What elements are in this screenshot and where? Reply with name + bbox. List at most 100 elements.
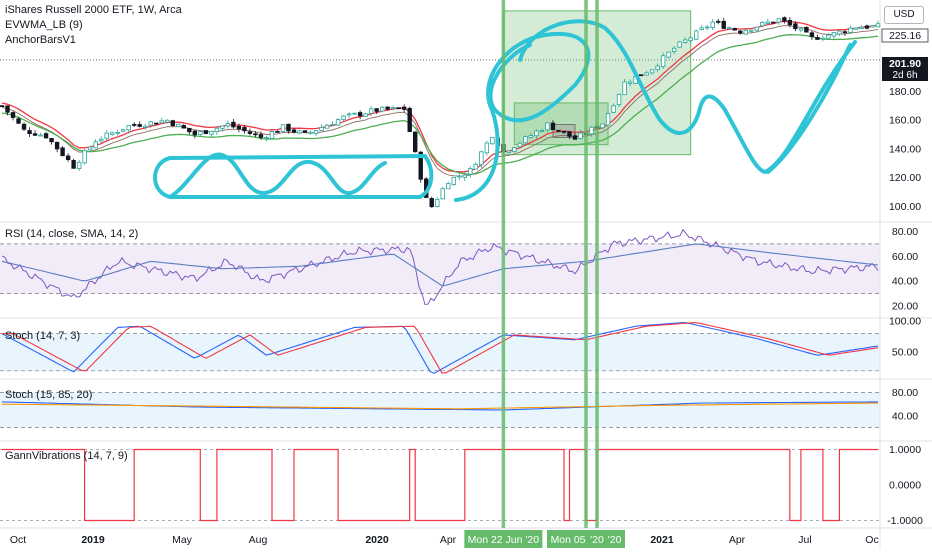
candle (864, 25, 870, 29)
gann-label: GannVibrations (14, 7, 9) (5, 450, 128, 462)
candle (484, 142, 490, 154)
time-axis[interactable]: Oct 2019 May Aug 2020 Apr 2021 Apr Jul Oc Mon 22 J… (10, 530, 879, 548)
date-tag-bg (586, 530, 609, 548)
price-tags: 225.16 201.90 2d 6h (881, 28, 929, 81)
candle (539, 129, 545, 132)
time-axis-tick: Oct (10, 534, 26, 546)
candle (446, 183, 451, 190)
overlay-evwma[interactable]: EVWMA_LB (9) (5, 19, 83, 31)
indicator-labels: RSI (14, close, SMA, 14, 2) Stoch (14, 7… (5, 228, 138, 462)
candle (109, 132, 115, 135)
candle (407, 107, 412, 133)
candle (440, 188, 445, 200)
candle (727, 27, 732, 30)
candle (699, 27, 704, 30)
candle (385, 106, 390, 110)
stoch-fast-label: Stoch (14, 7, 3) (5, 330, 80, 342)
ema-lines (1, 20, 879, 177)
candle (269, 131, 275, 139)
indicator-axis-tick: 80.00 (892, 226, 918, 238)
price-axis-tick: 160.00 (889, 115, 921, 127)
candle (776, 18, 782, 23)
ema-red-line (1, 20, 879, 173)
panel-backgrounds (0, 243, 880, 521)
overlay-anchorbars[interactable]: AnchorBarsV1 (5, 34, 76, 46)
candle (666, 51, 671, 58)
candle (115, 131, 120, 134)
candle (545, 122, 550, 131)
candle (71, 159, 76, 169)
candle (638, 74, 644, 77)
candle (468, 168, 473, 175)
candle (413, 131, 418, 153)
candle (815, 36, 820, 40)
candle (198, 131, 203, 135)
candle (368, 108, 374, 114)
chart-legend: iShares Russell 2000 ETF, 1W, Arca EVWMA… (5, 3, 182, 48)
candle (0, 105, 5, 108)
candle (534, 130, 539, 137)
candle (655, 65, 660, 71)
candle (875, 23, 881, 28)
indicator-axis-tick: 1.0000 (889, 444, 921, 456)
time-axis-tick: 2019 (81, 534, 105, 546)
crosshair-price-tag-bg (882, 57, 928, 81)
candle (93, 141, 98, 149)
freehand-drawings[interactable] (153, 19, 857, 202)
countdown-tag: 2d 6h (892, 70, 917, 81)
candle (616, 93, 622, 105)
freehand-hook-right[interactable] (766, 43, 852, 174)
current-price-tag-bg (881, 28, 929, 43)
candle (771, 21, 776, 24)
candle (16, 118, 21, 124)
vertical-marker-lines[interactable] (501, 0, 599, 528)
candle (126, 125, 131, 131)
indicator-axis-tick: 100.00 (889, 316, 921, 328)
candle (716, 20, 721, 23)
candle (732, 28, 737, 31)
candle (721, 20, 726, 29)
candle (506, 150, 512, 154)
indicator-axis-tick: 40.00 (892, 276, 918, 288)
candle (418, 151, 423, 180)
candle (578, 132, 583, 139)
candle (21, 123, 27, 130)
candle (390, 106, 396, 109)
candle (512, 147, 517, 152)
indicator-band (0, 333, 880, 371)
freehand-oval[interactable] (153, 154, 434, 199)
time-axis-tick: 2020 (365, 534, 389, 546)
candle (176, 123, 181, 128)
candle (297, 130, 302, 134)
candle (688, 37, 693, 41)
time-axis-tick: Jul (798, 534, 811, 546)
freehand-loop-left[interactable] (454, 31, 591, 202)
candle (187, 127, 192, 133)
freehand-wave[interactable] (168, 152, 387, 199)
candle (804, 26, 809, 33)
indicator-axis-tick: 60.00 (892, 251, 918, 263)
candle (286, 123, 291, 132)
candle (738, 30, 743, 34)
candle (65, 155, 71, 160)
candle (291, 129, 297, 133)
candle (660, 55, 666, 68)
date-tag-bg (464, 530, 543, 548)
candle (104, 132, 109, 139)
indicator-axis-tick: 40.00 (892, 410, 918, 422)
candle (435, 198, 440, 208)
candle (330, 123, 335, 126)
current-price-tag: 225.16 (889, 30, 921, 42)
candle (280, 124, 286, 132)
candle (308, 131, 313, 134)
candle (319, 127, 324, 131)
candle (363, 113, 368, 117)
candle (853, 27, 859, 30)
candle (275, 131, 280, 133)
candle (749, 29, 754, 32)
currency-button[interactable]: USD (884, 6, 924, 24)
candle (225, 123, 231, 127)
indicator-band (0, 243, 880, 294)
